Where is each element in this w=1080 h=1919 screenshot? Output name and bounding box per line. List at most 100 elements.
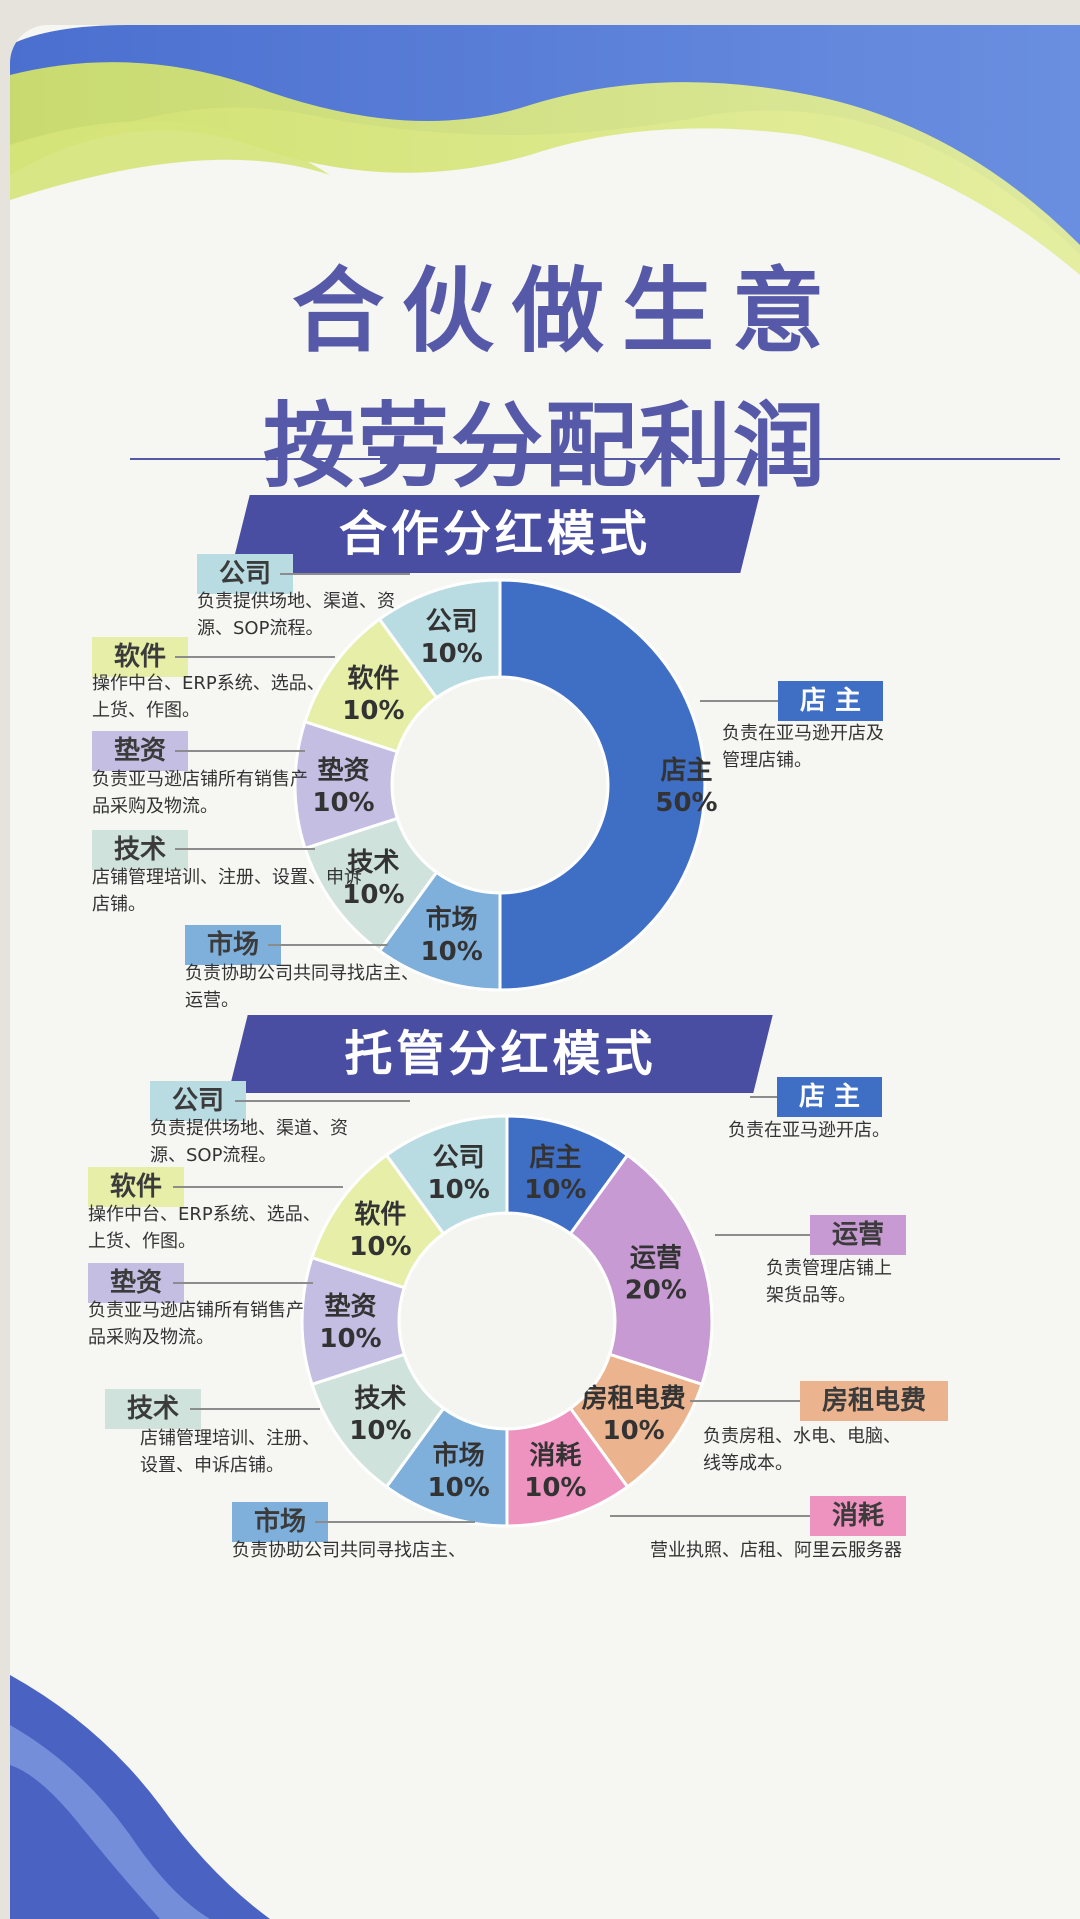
s1-desc-owner: 负责在亚马逊开店及 管理店铺。 <box>722 720 884 774</box>
title-line-1: 合伙做生意 <box>291 258 842 365</box>
s2-desc-funding: 负责亚马逊店铺所有销售产 品采购及物流。 <box>88 1297 304 1351</box>
s2-tag-owner: 店 主 <box>777 1077 883 1117</box>
s2-label-market: 市场 <box>433 1440 485 1471</box>
s2-leader-rent <box>690 1400 800 1402</box>
s2-tag-tech: 技术 <box>105 1389 202 1429</box>
s2-desc-tech: 店铺管理培训、注册、 设置、申诉店铺。 <box>140 1425 320 1479</box>
s2-desc-operations: 负责管理店铺上 架货品等。 <box>766 1255 892 1309</box>
s2-desc-company-line: 负责提供场地、渠道、资 <box>150 1118 348 1139</box>
s2-pct-tech: 10% <box>349 1416 411 1446</box>
s2-label-consumables: 消耗 <box>529 1441 581 1471</box>
s2-label-rent: 房租电费 <box>582 1384 686 1414</box>
s1-leader-owner <box>700 700 778 702</box>
s2-leader-owner <box>750 1096 777 1098</box>
s2-desc-market-line: 负责协助公司共同寻找店主、 <box>232 1540 466 1561</box>
s2-desc-tech-line: 店铺管理培训、注册、 <box>140 1428 320 1449</box>
s2-tag-funding: 垫资 <box>88 1263 185 1303</box>
s2-desc-software-line: 操作中台、ERP系统、选品、 <box>88 1204 321 1225</box>
s1-leader-software <box>175 656 335 658</box>
s2-label-owner: 店主 <box>529 1143 581 1173</box>
s2-slice-company <box>384 1114 509 1236</box>
s1-tag-market: 市场 <box>185 925 282 965</box>
s1-desc-market-line: 运营。 <box>185 990 239 1011</box>
s1-desc-tech: 店铺管理培训、注册、设置、申诉 店铺。 <box>92 864 362 918</box>
s1-desc-tech-line: 店铺。 <box>92 894 146 915</box>
s2-label-company: 公司 <box>433 1143 485 1173</box>
s2-desc-market: 负责协助公司共同寻找店主、 <box>232 1537 466 1564</box>
s1-tag-owner: 店 主 <box>778 681 884 721</box>
s1-pct-market: 10% <box>421 937 483 967</box>
s1-desc-market-line: 负责协助公司共同寻找店主、 <box>185 963 419 984</box>
poster: 合伙做生意 按劳分配利润 合作分红模式 店主 50% 市场 10% 技术 10% 垫资 10%… <box>10 25 1080 1919</box>
s1-leader-company <box>280 573 410 575</box>
s2-leader-tech <box>190 1408 320 1410</box>
s2-pct-operations: 20% <box>625 1276 687 1306</box>
s1-leader-tech <box>175 848 315 850</box>
s1-desc-funding-line: 负责亚马逊店铺所有销售产 <box>92 769 308 790</box>
s2-leader-market <box>315 1521 475 1523</box>
s1-label-software: 软件 <box>347 664 399 694</box>
s2-label-software: 软件 <box>354 1200 406 1230</box>
s1-desc-software-line: 操作中台、ERP系统、选品、 <box>92 673 325 694</box>
s2-label-operations: 运营 <box>630 1244 682 1274</box>
s2-tag-company: 公司 <box>150 1081 247 1121</box>
s1-desc-funding-line: 品采购及物流。 <box>92 796 218 817</box>
s1-leader-funding <box>175 750 305 752</box>
s1-tag-software: 软件 <box>92 637 189 677</box>
s2-desc-software-line: 上货、作图。 <box>88 1231 196 1252</box>
s2-desc-owner-line: 负责在亚马逊开店。 <box>728 1120 890 1141</box>
s2-label-funding: 垫资 <box>324 1292 376 1322</box>
s2-pct-consumables: 10% <box>524 1473 586 1503</box>
s1-tag-tech: 技术 <box>92 830 189 870</box>
s2-leader-software <box>173 1186 343 1188</box>
s1-desc-software: 操作中台、ERP系统、选品、 上货、作图。 <box>92 670 325 724</box>
s2-desc-funding-line: 品采购及物流。 <box>88 1327 214 1348</box>
s2-desc-funding-line: 负责亚马逊店铺所有销售产 <box>88 1300 304 1321</box>
s2-desc-consumables: 营业执照、店租、阿里云服务器 <box>650 1537 902 1564</box>
s1-pct-owner: 50% <box>655 788 717 818</box>
section2-banner-text: 托管分红模式 <box>344 1026 657 1082</box>
s2-desc-company: 负责提供场地、渠道、资 源、SOP流程。 <box>150 1115 348 1169</box>
s2-leader-consumables <box>610 1515 810 1517</box>
s1-pct-funding: 10% <box>312 788 374 818</box>
s1-desc-tech-line: 店铺管理培训、注册、设置、申诉 <box>92 867 362 888</box>
section2-banner: 托管分红模式 <box>228 1015 773 1093</box>
s1-pct-company: 10% <box>421 639 483 669</box>
title-divider-thick <box>380 453 600 464</box>
s2-pct-owner: 10% <box>524 1175 586 1205</box>
s2-desc-software: 操作中台、ERP系统、选品、 上货、作图。 <box>88 1201 321 1255</box>
s1-desc-software-line: 上货、作图。 <box>92 700 200 721</box>
s2-leader-company <box>235 1100 410 1102</box>
s2-tag-market: 市场 <box>232 1502 329 1542</box>
s1-label-owner: 店主 <box>660 756 712 786</box>
s2-desc-rent: 负责房租、水电、电脑、 线等成本。 <box>703 1423 901 1477</box>
s1-desc-owner-line: 管理店铺。 <box>722 750 812 771</box>
s2-leader-operations <box>715 1234 810 1236</box>
s1-desc-company-line: 负责提供场地、渠道、资 <box>197 591 395 612</box>
s1-label-funding: 垫资 <box>317 756 369 786</box>
s2-pct-market: 10% <box>428 1473 490 1503</box>
s1-pct-software: 10% <box>342 696 404 726</box>
s1-tag-funding: 垫资 <box>92 731 189 771</box>
s1-desc-owner-line: 负责在亚马逊开店及 <box>722 723 884 744</box>
section2-donut-chart: 店主10%运营20%房租电费10%消耗10%市场10%技术10%垫资10%软件1… <box>300 1114 714 1528</box>
s2-pct-company: 10% <box>428 1175 490 1205</box>
s1-slice-company <box>377 578 502 700</box>
s2-desc-consumables-line: 营业执照、店租、阿里云服务器 <box>650 1540 902 1561</box>
s2-pct-software: 10% <box>349 1232 411 1262</box>
s1-label-company: 公司 <box>426 607 478 637</box>
s1-desc-company-line: 源、SOP流程。 <box>197 618 324 639</box>
s2-tag-software: 软件 <box>88 1167 185 1207</box>
s2-desc-operations-line: 负责管理店铺上 <box>766 1258 892 1279</box>
s2-label-tech: 技术 <box>354 1384 406 1414</box>
s2-tag-consumables: 消耗 <box>810 1496 907 1536</box>
s2-desc-tech-line: 设置、申诉店铺。 <box>140 1455 284 1476</box>
s1-label-tech: 技术 <box>347 848 399 878</box>
s1-label-market: 市场 <box>426 904 478 935</box>
s1-leader-market <box>268 944 388 946</box>
s2-tag-operations: 运营 <box>810 1215 907 1255</box>
s2-desc-owner: 负责在亚马逊开店。 <box>728 1117 890 1144</box>
s2-donut-hole <box>401 1215 613 1427</box>
decorative-waves <box>10 25 1080 1919</box>
